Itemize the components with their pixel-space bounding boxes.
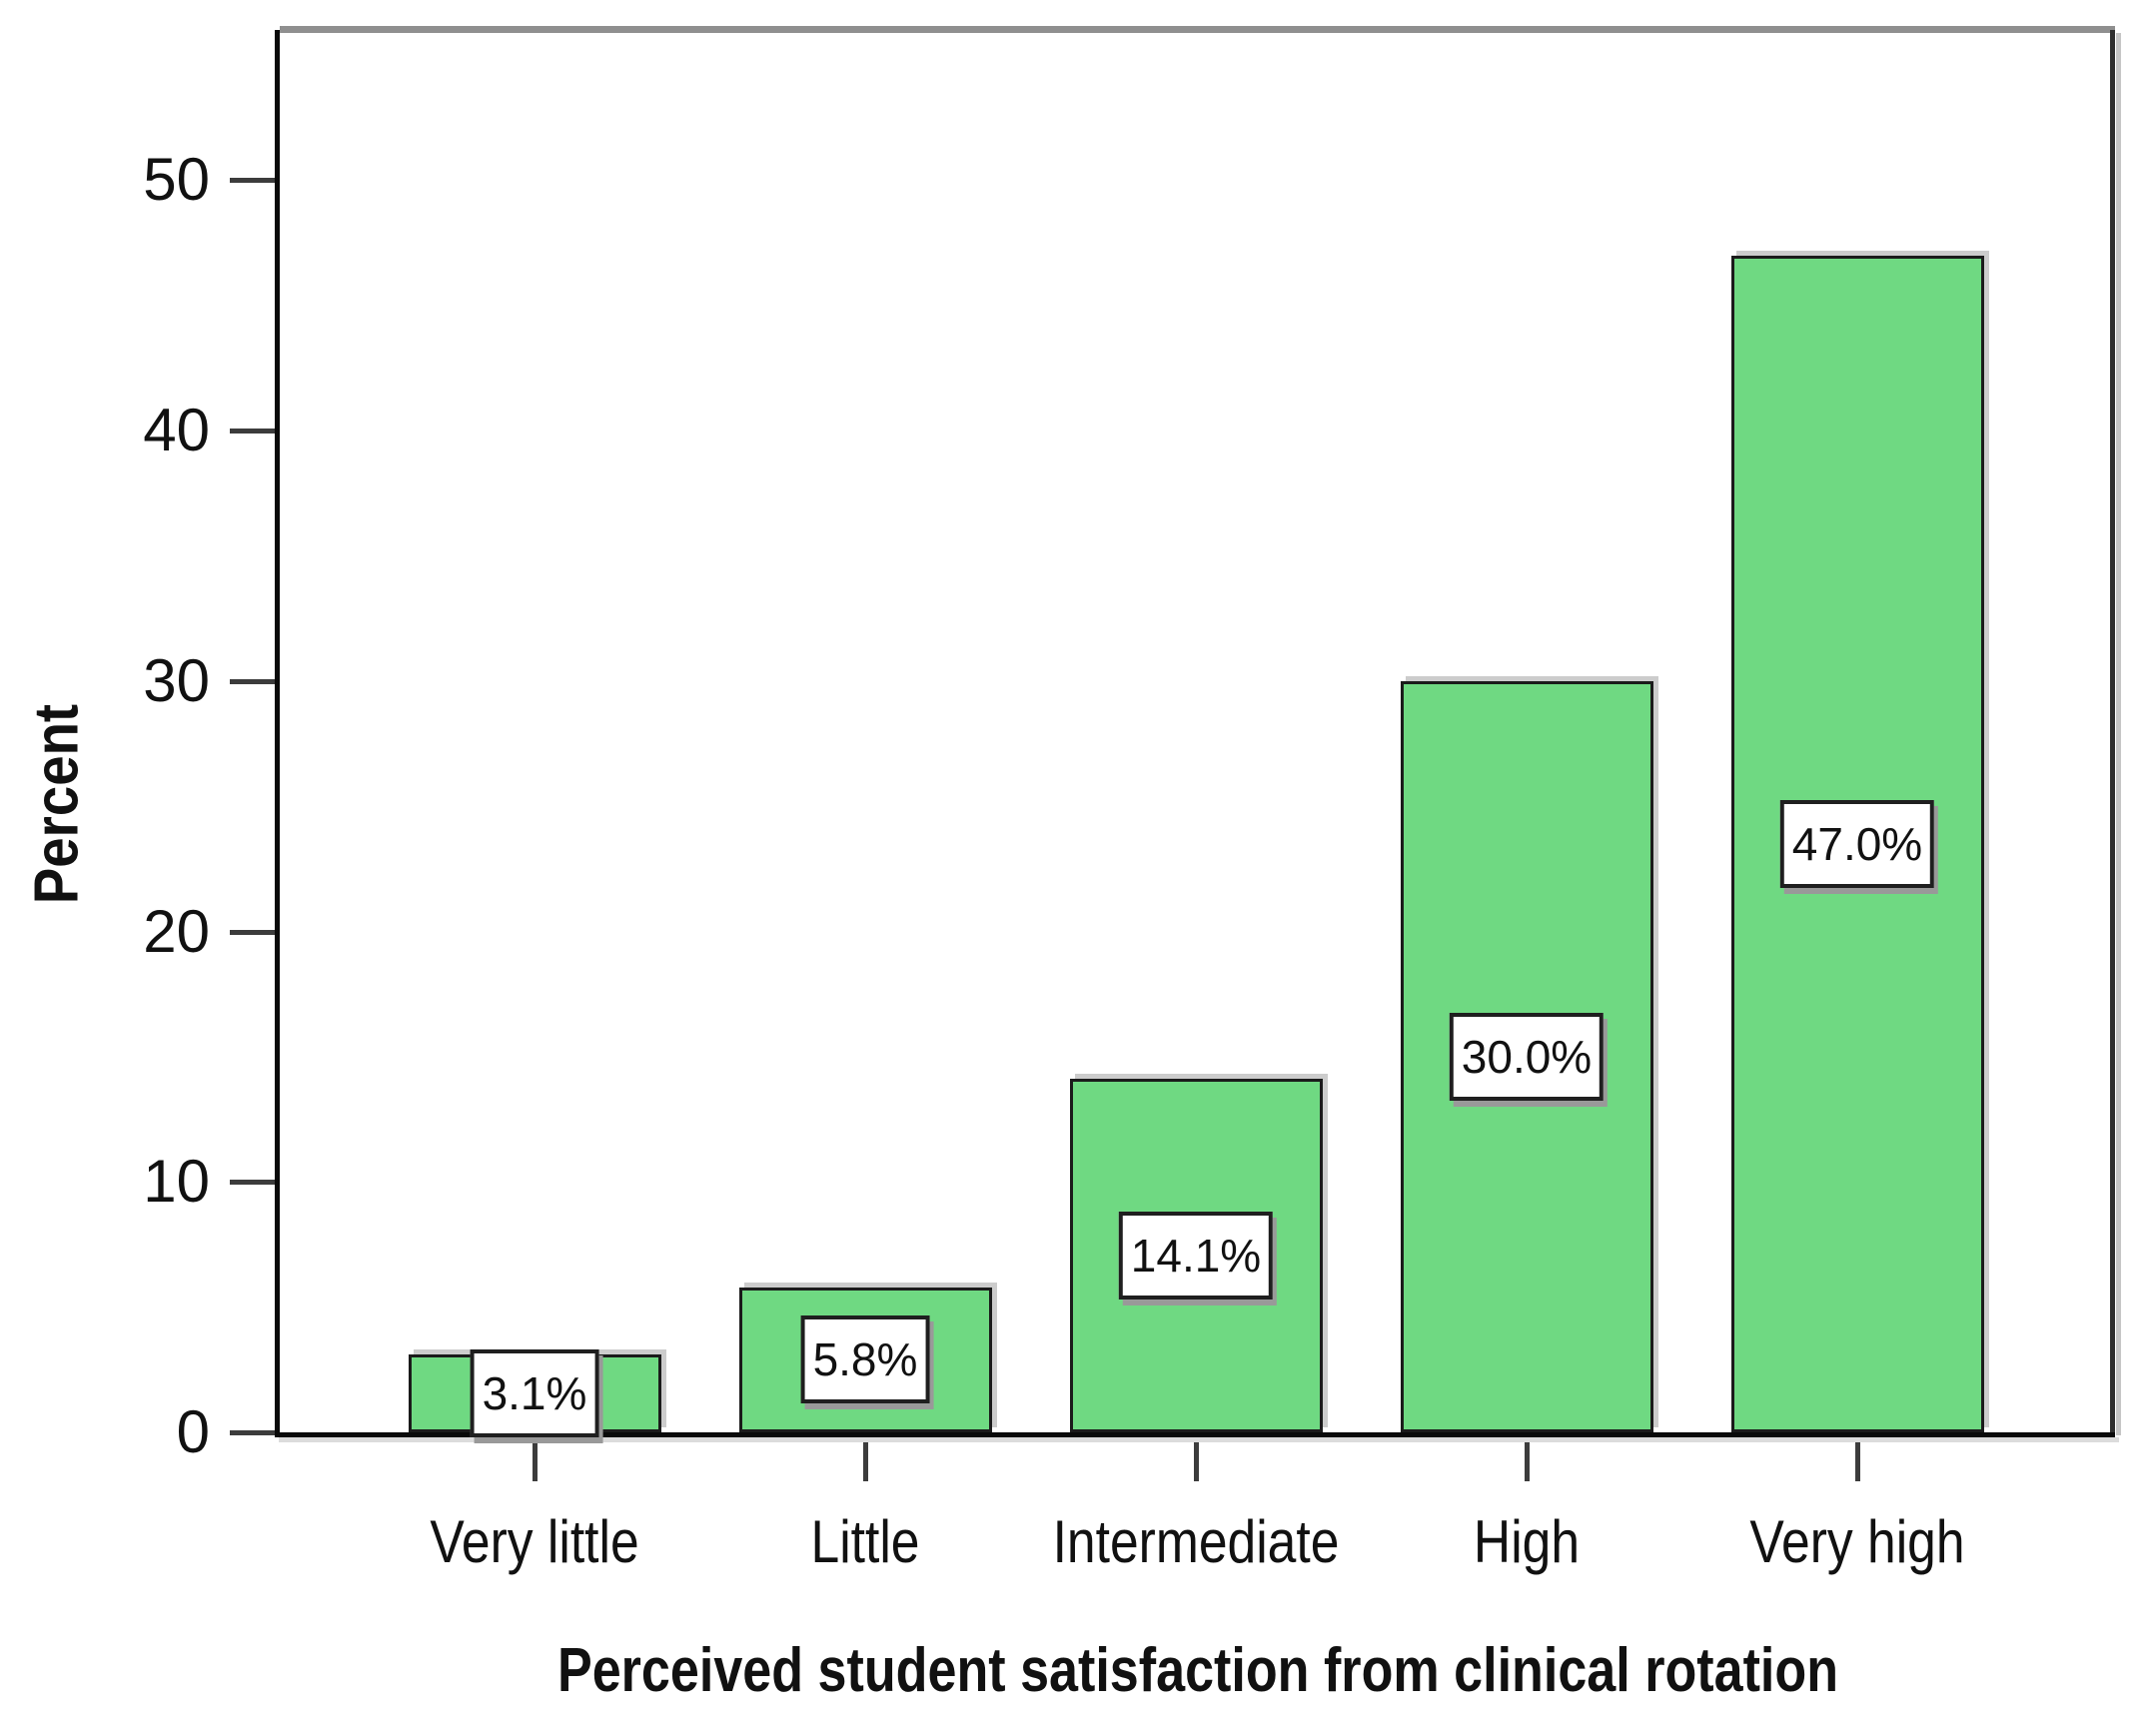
y-axis-tick-label: 30	[143, 647, 210, 714]
x-axis-tick	[1194, 1437, 1199, 1481]
y-axis-tick	[230, 178, 275, 183]
bar	[1070, 1079, 1323, 1432]
y-axis-line	[275, 30, 280, 1437]
y-axis-tick-label: 10	[143, 1148, 210, 1215]
x-axis-tick	[533, 1437, 538, 1481]
y-axis-tick	[230, 1430, 275, 1435]
bar-value-label: 47.0%	[1779, 800, 1935, 888]
y-axis-tick-label: 0	[176, 1398, 210, 1465]
x-axis-tick	[1525, 1437, 1530, 1481]
bar-value-label: 5.8%	[800, 1315, 930, 1403]
y-axis-tick	[230, 1180, 275, 1185]
y-axis-tick-label: 40	[143, 397, 210, 463]
x-axis-title: Perceived student satisfaction from clin…	[556, 1636, 1839, 1705]
y-axis-title: Percent	[22, 703, 92, 905]
x-axis-tick	[863, 1437, 868, 1481]
x-axis-category-label: Intermediate	[1052, 1508, 1340, 1575]
y-axis-tick	[230, 679, 275, 684]
x-axis-line	[275, 1432, 2115, 1437]
bar-value-label: 30.0%	[1449, 1013, 1605, 1101]
x-axis-category-label: Little	[810, 1508, 920, 1575]
y-axis-tick	[230, 930, 275, 935]
bar-value-label: 14.1%	[1118, 1212, 1274, 1300]
x-axis-category-label: High	[1473, 1508, 1581, 1575]
bar-value-label: 3.1%	[470, 1349, 599, 1437]
y-axis-tick-label: 20	[143, 898, 210, 965]
plot-right-border	[2110, 30, 2115, 1432]
y-axis-tick	[230, 429, 275, 434]
x-axis-category-label: Very little	[430, 1508, 639, 1575]
y-axis-tick-label: 50	[143, 146, 210, 213]
x-axis-category-label: Very high	[1749, 1508, 1965, 1575]
plot-top-border	[280, 26, 2115, 33]
x-axis-tick	[1855, 1437, 1860, 1481]
